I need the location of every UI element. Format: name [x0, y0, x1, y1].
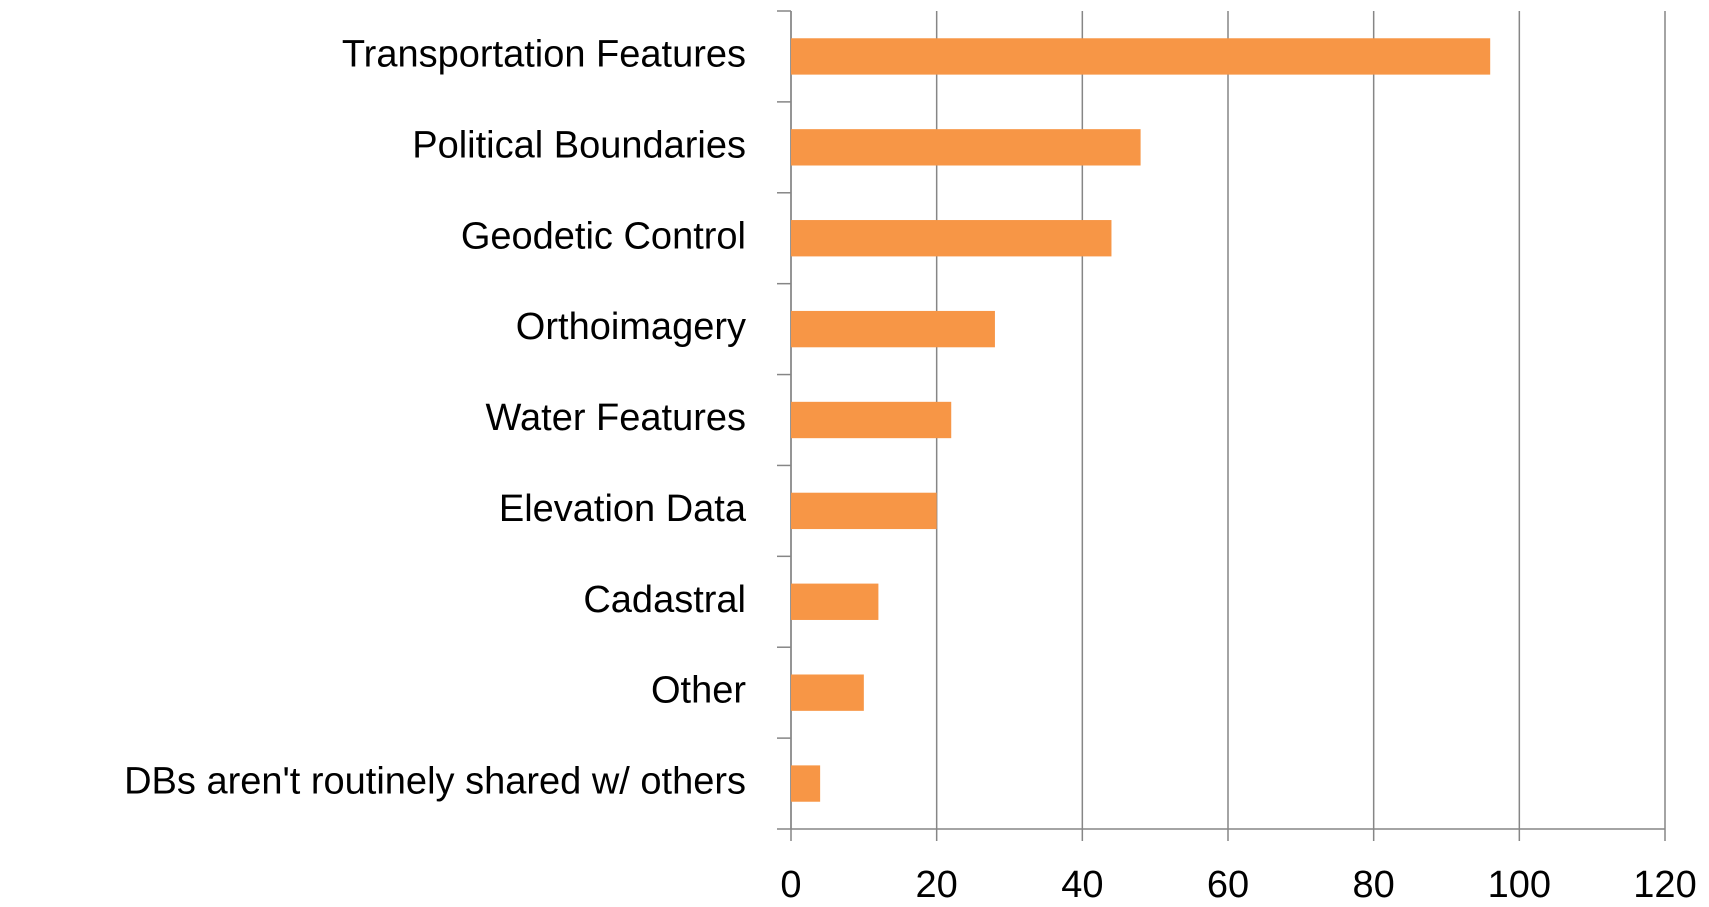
bar — [791, 674, 864, 711]
y-tick-label: Elevation Data — [499, 488, 747, 530]
y-tick-label: Cadastral — [583, 579, 746, 621]
y-tick-label: Other — [651, 670, 746, 712]
bar — [791, 220, 1112, 257]
bar — [791, 583, 879, 620]
x-tick-label: 120 — [1633, 864, 1696, 906]
y-tick-label: Political Boundaries — [412, 124, 746, 166]
y-tick-label: Orthoimagery — [516, 306, 746, 348]
x-tick-label: 40 — [1061, 864, 1103, 906]
y-tick-label: Geodetic Control — [461, 215, 746, 257]
bar — [791, 129, 1141, 166]
bar — [791, 401, 952, 439]
bar — [791, 310, 995, 348]
bar — [791, 492, 937, 530]
x-tick-label: 20 — [916, 864, 958, 906]
y-tick-label: Water Features — [486, 397, 746, 439]
bar — [791, 765, 821, 802]
y-tick-label: DBs aren't routinely shared w/ others — [124, 761, 746, 803]
x-tick-label: 80 — [1353, 864, 1395, 906]
x-tick-label: 60 — [1207, 864, 1249, 906]
x-tick-label: 0 — [780, 864, 801, 906]
bar — [791, 38, 1491, 75]
y-tick-label: Transportation Features — [342, 33, 746, 75]
x-tick-label: 100 — [1488, 864, 1551, 906]
